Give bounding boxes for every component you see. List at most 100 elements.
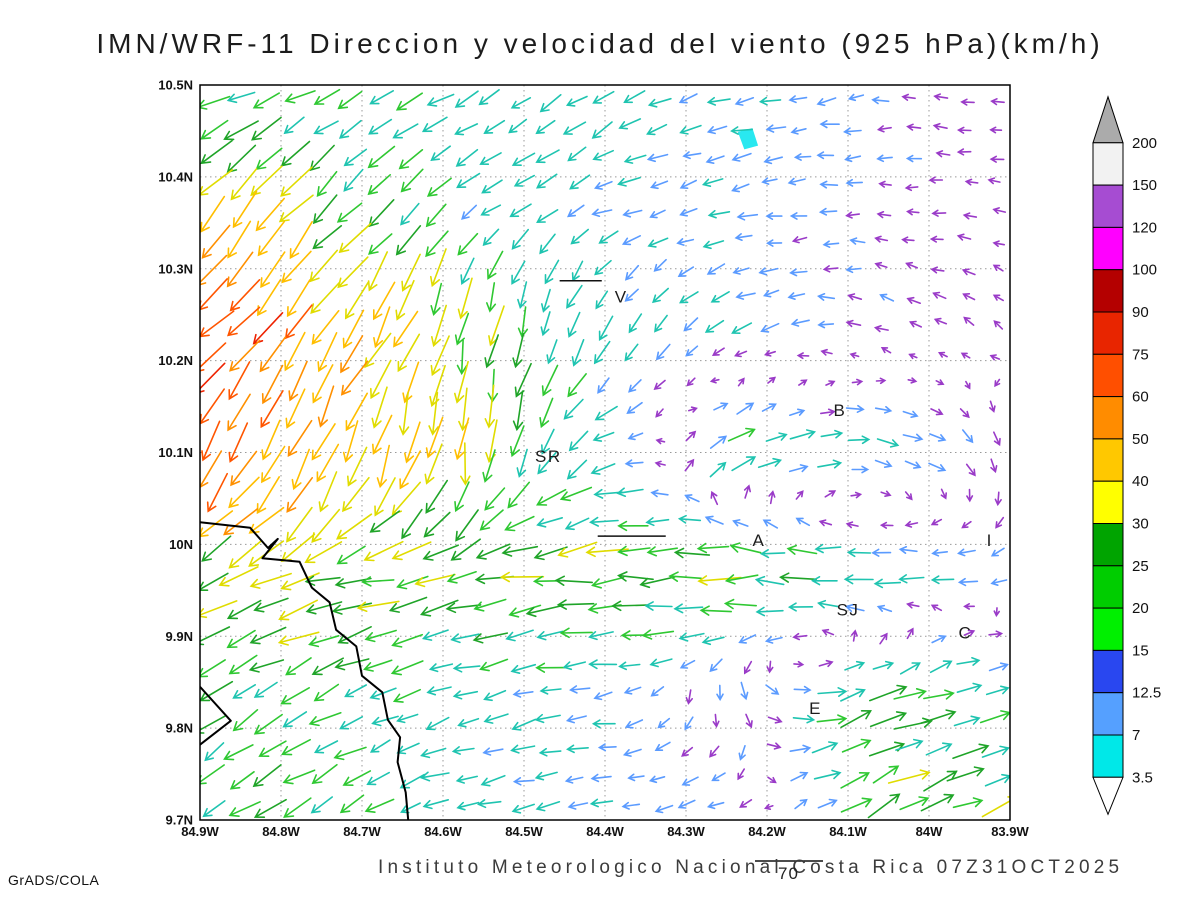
- colorbar-label: 150: [1132, 177, 1157, 194]
- wind-arrow: [822, 265, 839, 273]
- wind-arrow: [499, 571, 545, 583]
- wind-arrow: [984, 773, 1010, 787]
- wind-arrow: [316, 170, 338, 197]
- wind-arrow: [308, 712, 342, 727]
- wind-arrow: [250, 165, 283, 197]
- wind-arrow: [844, 603, 865, 612]
- wind-arrow: [946, 766, 985, 782]
- wind-arrow: [904, 520, 919, 528]
- wind-arrow: [732, 267, 750, 275]
- wind-arrow: [650, 686, 665, 697]
- city-marker-a: A: [752, 531, 765, 550]
- wind-arrow: [793, 660, 805, 668]
- wind-arrow: [428, 391, 439, 436]
- wind-arrow: [206, 472, 228, 513]
- wind-arrow: [487, 250, 504, 280]
- wind-arrow: [624, 343, 639, 362]
- wind-arrow: [931, 635, 947, 644]
- wind-arrow: [711, 772, 726, 782]
- wind-arrow: [200, 119, 229, 140]
- wind-arrow: [535, 662, 567, 673]
- wind-arrow: [711, 347, 725, 356]
- wind-arrow: [401, 253, 421, 292]
- wind-arrow: [280, 687, 310, 705]
- wind-arrow: [957, 548, 976, 557]
- wind-arrow: [288, 360, 308, 402]
- wind-arrow: [845, 211, 860, 219]
- wind-arrow: [396, 742, 420, 755]
- wind-arrow: [457, 232, 479, 256]
- wind-arrow: [565, 715, 587, 724]
- x-axis-tick-label: 84W: [916, 824, 943, 839]
- wind-arrow: [342, 420, 359, 463]
- wind-arrow: [564, 517, 590, 531]
- wind-arrow: [622, 748, 642, 757]
- wind-arrow: [251, 116, 282, 141]
- wind-arrow: [200, 680, 234, 702]
- wind-arrow: [284, 90, 316, 104]
- wind-arrow: [626, 401, 643, 414]
- wind-arrow: [872, 660, 895, 670]
- wind-arrow: [363, 659, 393, 672]
- wind-arrow: [930, 408, 944, 416]
- wind-arrow: [813, 769, 842, 780]
- wind-arrow: [623, 686, 642, 695]
- wind-arrow: [962, 212, 978, 220]
- wind-arrow: [920, 709, 957, 724]
- wind-arrow: [743, 484, 751, 499]
- city-markers: V B SR A SJ C E I: [535, 287, 993, 718]
- wind-arrow: [454, 123, 479, 136]
- wind-arrow: [787, 602, 814, 612]
- wind-arrow: [819, 180, 839, 189]
- wind-arrow: [876, 154, 893, 163]
- wind-arrow: [569, 174, 591, 190]
- wind-arrow: [260, 251, 286, 289]
- wind-arrow: [988, 630, 1004, 638]
- wind-arrow: [622, 209, 643, 218]
- wind-arrow: [755, 606, 784, 617]
- wind-arrow: [425, 716, 450, 731]
- wind-arrow: [261, 364, 284, 405]
- wind-arrow: [508, 604, 542, 618]
- wind-arrow: [404, 421, 421, 464]
- wind-arrow: [729, 542, 762, 554]
- wind-arrow: [477, 799, 502, 809]
- wind-arrow: [981, 796, 1010, 818]
- wind-arrow: [229, 339, 261, 372]
- wind-arrow: [685, 345, 699, 357]
- wind-arrow: [701, 178, 724, 187]
- wind-arrow: [227, 393, 251, 432]
- colorbar-label: 60: [1132, 389, 1149, 406]
- wind-arrow: [904, 460, 922, 469]
- wind-arrow: [331, 602, 373, 615]
- wind-arrow: [223, 120, 259, 141]
- wind-arrow: [537, 451, 557, 475]
- wind-arrow: [981, 745, 1010, 758]
- wind-arrow: [261, 445, 286, 484]
- wind-arrow: [565, 95, 588, 107]
- wind-arrow: [430, 145, 451, 162]
- wind-arrow: [452, 690, 479, 700]
- city-marker-i: I: [987, 531, 993, 550]
- wind-arrow: [820, 408, 836, 416]
- wind-arrow: [421, 116, 448, 133]
- wind-arrow: [824, 490, 837, 498]
- wind-arrow: [766, 742, 782, 750]
- wind-arrow: [310, 281, 341, 314]
- colorbar-label: 50: [1132, 431, 1149, 448]
- wind-arrow: [249, 626, 287, 645]
- wind-arrow: [391, 541, 432, 561]
- wind-arrow: [229, 771, 255, 790]
- wind-arrow: [336, 513, 373, 540]
- wind-arrow: [702, 240, 725, 250]
- wind-arrow: [789, 744, 812, 754]
- wind-arrow: [304, 575, 341, 586]
- wind-arrow: [956, 126, 972, 134]
- wind-arrow: [566, 284, 583, 309]
- page-title: IMN/WRF-11 Direccion y velocidad del vie…: [96, 28, 1104, 59]
- wind-arrow: [617, 176, 641, 187]
- wind-arrow: [709, 461, 727, 478]
- wind-arrow: [334, 658, 370, 671]
- wind-arrow: [920, 793, 955, 812]
- wind-arrow: [766, 239, 783, 247]
